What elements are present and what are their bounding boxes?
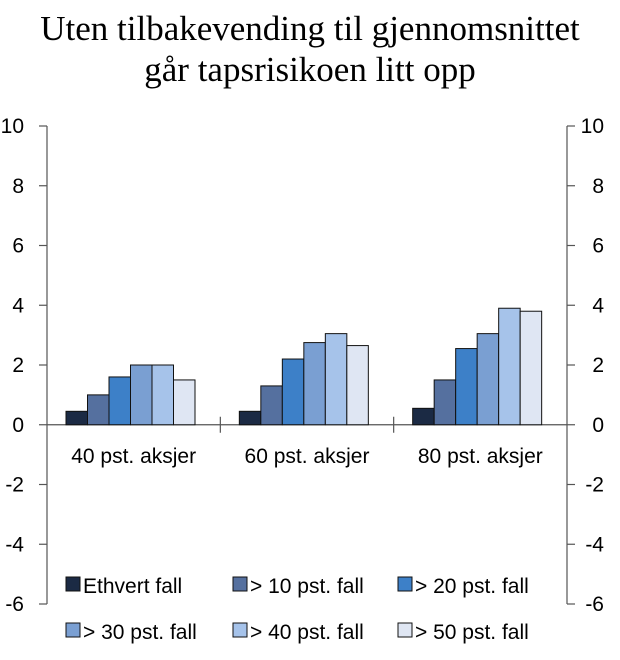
y-tick-label-right: -2: [585, 474, 604, 497]
bar: [260, 385, 283, 426]
legend-swatch: [232, 576, 248, 592]
bar: [455, 348, 478, 426]
legend-label: > 20 pst. fall: [415, 575, 529, 598]
y-tick-label-left: -4: [5, 533, 24, 556]
bar: [519, 310, 543, 426]
y-tick-label-right: 6: [592, 235, 604, 258]
bar: [281, 358, 305, 426]
y-tick-label-right: 0: [592, 414, 604, 437]
y-tick-label-left: 6: [12, 235, 24, 258]
legend-label: > 30 pst. fall: [83, 621, 197, 644]
bar: [151, 364, 174, 426]
bar: [324, 333, 348, 426]
bar: [433, 379, 457, 426]
y-tick-label-right: 4: [592, 294, 604, 317]
bar: [238, 410, 262, 426]
bar: [412, 407, 435, 426]
bar: [498, 307, 521, 426]
y-tick-label-left: 2: [12, 354, 24, 377]
bar: [87, 394, 110, 426]
legend-label: Ethvert fall: [83, 575, 182, 598]
y-tick-label-right: 10: [581, 115, 604, 138]
y-tick-label-right: -4: [585, 533, 604, 556]
y-tick-label-left: 10: [1, 115, 24, 138]
y-tick-label-left: -2: [5, 474, 24, 497]
y-tick-label-left: -6: [5, 593, 24, 616]
chart-title: Uten tilbakevending til gjennomsnittet g…: [0, 8, 620, 90]
bar: [130, 364, 153, 426]
legend-swatch: [232, 622, 248, 638]
category-label: 80 pst. aksjer: [418, 445, 543, 468]
legend-label: > 10 pst. fall: [250, 575, 364, 598]
y-tick-label-right: 8: [592, 175, 604, 198]
category-label: 40 pst. aksjer: [71, 445, 196, 468]
legend-label: > 40 pst. fall: [250, 621, 364, 644]
bar: [303, 342, 326, 426]
y-tick-label-left: 4: [12, 294, 24, 317]
chart-title-line-2: går tapsrisikoen litt opp: [144, 50, 476, 89]
y-tick-label-left: 0: [12, 414, 24, 437]
bar: [346, 345, 369, 426]
legend-swatch: [397, 622, 413, 638]
category-label: 60 pst. aksjer: [245, 445, 370, 468]
legend-swatch: [65, 576, 81, 592]
legend-swatch: [397, 576, 413, 592]
y-tick-label-right: 2: [592, 354, 604, 377]
bar: [476, 333, 500, 426]
legend-label: > 50 pst. fall: [415, 621, 529, 644]
chart-title-line-1: Uten tilbakevending til gjennomsnittet: [40, 9, 580, 48]
legend-swatch: [65, 622, 81, 638]
bar: [65, 410, 88, 426]
y-tick-label-left: 8: [12, 175, 24, 198]
bar: [173, 379, 196, 426]
y-tick-label-right: -6: [585, 593, 604, 616]
bar: [108, 376, 131, 426]
